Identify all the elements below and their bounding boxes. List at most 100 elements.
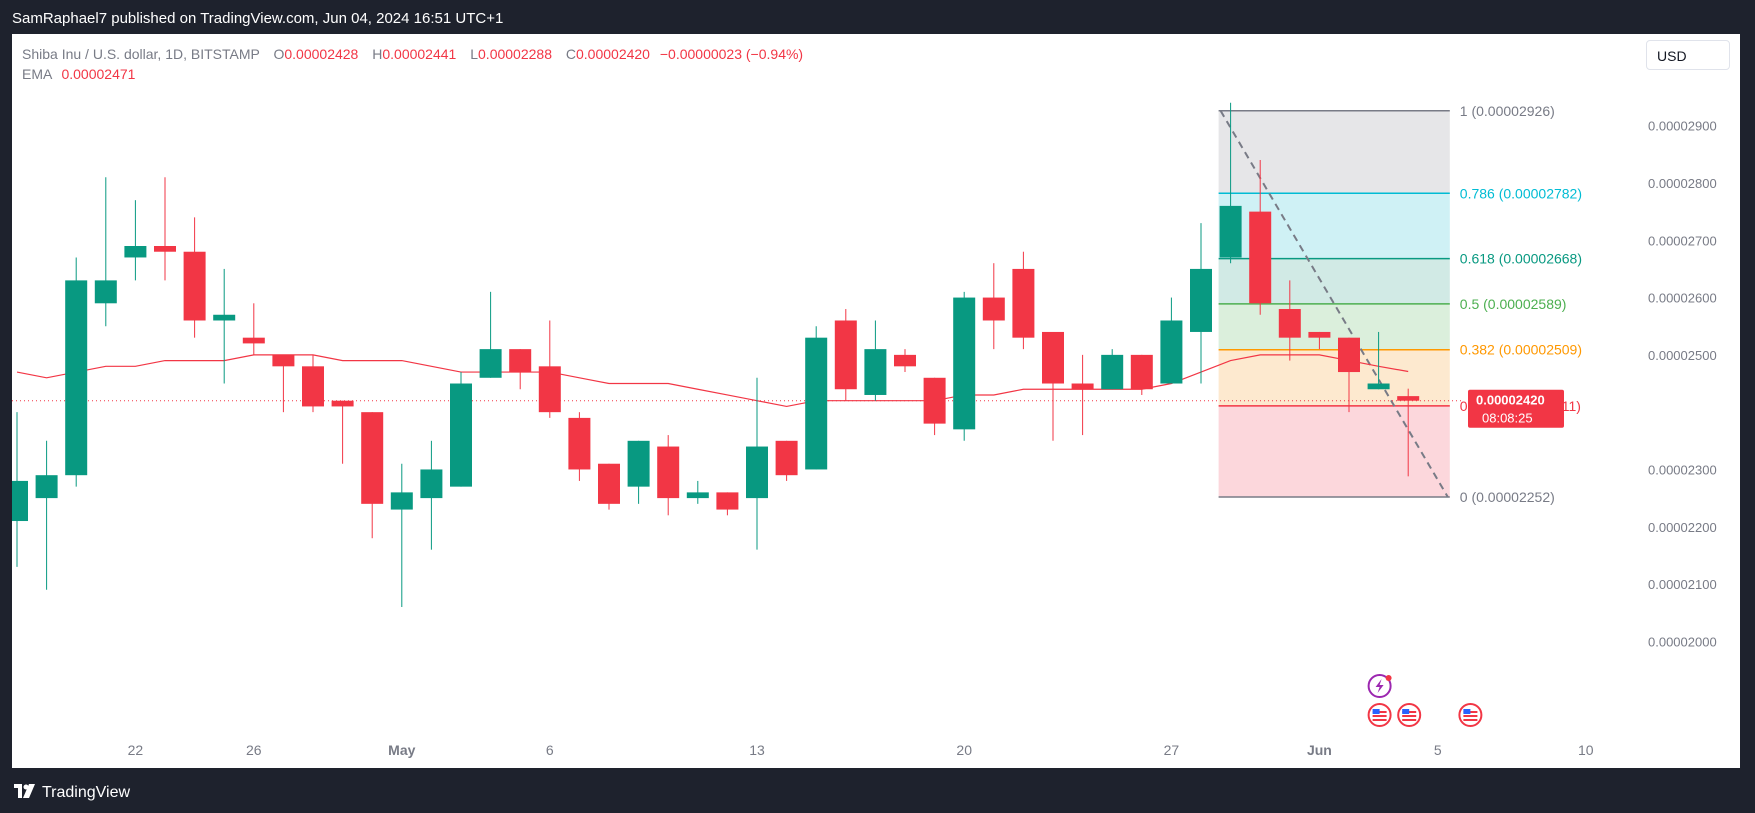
price-tick-label: 0.00002300 bbox=[1648, 462, 1717, 477]
candle-body[interactable] bbox=[479, 349, 502, 378]
candle-body[interactable] bbox=[953, 297, 976, 430]
low-label: L bbox=[470, 46, 479, 62]
price-tick-label: 0.00002800 bbox=[1648, 176, 1717, 191]
candle-body[interactable] bbox=[1130, 354, 1153, 390]
us-flag-stripe bbox=[1463, 715, 1478, 717]
candle-body[interactable] bbox=[1160, 320, 1183, 384]
time-tick-label: 26 bbox=[246, 742, 262, 758]
ohlc-row: Shiba Inu / U.S. dollar, 1D, BITSTAMP O 0… bbox=[22, 44, 803, 64]
time-tick-label: May bbox=[388, 742, 415, 758]
time-tick-label: 13 bbox=[749, 742, 765, 758]
candle-body[interactable] bbox=[272, 354, 295, 367]
event-dot bbox=[1385, 675, 1392, 681]
open-label: O bbox=[273, 46, 285, 62]
candle-body[interactable] bbox=[686, 492, 709, 499]
candle-body[interactable] bbox=[94, 280, 117, 304]
candle-body[interactable] bbox=[598, 463, 620, 504]
fib-level-label: 0 (0.00002252) bbox=[1460, 489, 1555, 505]
candle-body[interactable] bbox=[894, 354, 916, 367]
candle-body[interactable] bbox=[568, 417, 591, 470]
candle-body[interactable] bbox=[716, 492, 739, 510]
candle-body[interactable] bbox=[302, 366, 324, 407]
us-flag-canton bbox=[1402, 709, 1410, 714]
fib-level-label: 0.786 (0.00002782) bbox=[1460, 185, 1582, 201]
candle-body[interactable] bbox=[864, 349, 887, 395]
symbol-name[interactable]: Shiba Inu / U.S. dollar, 1D, BITSTAMP bbox=[22, 46, 260, 62]
price-tick-label: 0.00002600 bbox=[1648, 291, 1717, 306]
us-flag-stripe bbox=[1463, 719, 1478, 721]
candle-body[interactable] bbox=[450, 383, 472, 487]
candle-body[interactable] bbox=[213, 314, 236, 321]
candlestick-chart[interactable]: 1 (0.00002926) 0.786 (0.00002782) 0.618 (0… bbox=[12, 34, 1740, 768]
price-tick-label: 0.00002100 bbox=[1648, 577, 1717, 592]
candle-body[interactable] bbox=[657, 446, 680, 499]
candle-body[interactable] bbox=[509, 349, 532, 373]
candle-body[interactable] bbox=[361, 412, 384, 504]
candle-body[interactable] bbox=[183, 251, 206, 321]
candle-body[interactable] bbox=[1042, 331, 1064, 384]
candle-body[interactable] bbox=[1249, 211, 1272, 304]
close-value: 0.00002420 bbox=[576, 46, 650, 62]
candle-body[interactable] bbox=[12, 480, 28, 522]
candle-body[interactable] bbox=[65, 280, 88, 476]
candle-body[interactable] bbox=[627, 440, 650, 487]
candle-body[interactable] bbox=[1071, 383, 1094, 390]
candle-body[interactable] bbox=[154, 246, 176, 252]
candle-body[interactable] bbox=[834, 320, 857, 390]
candle-body[interactable] bbox=[331, 400, 354, 407]
candle-body[interactable] bbox=[1219, 205, 1242, 258]
price-tick-label: 0.00002200 bbox=[1648, 520, 1717, 535]
candle-body[interactable] bbox=[1012, 268, 1035, 338]
candle-body[interactable] bbox=[775, 440, 798, 476]
candle-body[interactable] bbox=[982, 297, 1005, 321]
candle-body[interactable] bbox=[805, 337, 828, 470]
time-tick-label: 22 bbox=[128, 742, 144, 758]
price-tick-label: 0.00002900 bbox=[1648, 119, 1717, 134]
candle-body[interactable] bbox=[923, 377, 946, 424]
publish-header: SamRaphael7 published on TradingView.com… bbox=[0, 0, 1755, 34]
us-flag-canton bbox=[1463, 709, 1471, 714]
chart-pane[interactable]: 1 (0.00002926) 0.786 (0.00002782) 0.618 (0… bbox=[12, 34, 1740, 768]
ema-value: 0.00002471 bbox=[61, 66, 136, 82]
us-flag-stripe bbox=[1372, 715, 1387, 717]
candle-body[interactable] bbox=[1308, 331, 1331, 338]
us-flag-stripe bbox=[1372, 719, 1387, 721]
candle-body[interactable] bbox=[1397, 396, 1420, 401]
bar-countdown-label: 08:08:25 bbox=[1482, 411, 1533, 426]
fib-trend-line[interactable] bbox=[1219, 110, 1449, 498]
symbol-legend: Shiba Inu / U.S. dollar, 1D, BITSTAMP O 0… bbox=[22, 44, 803, 84]
time-tick-label: 20 bbox=[956, 742, 972, 758]
tradingview-logo[interactable]: TradingView bbox=[14, 784, 130, 802]
time-tick-label: 27 bbox=[1164, 742, 1180, 758]
candle-body[interactable] bbox=[746, 446, 768, 499]
currency-button[interactable]: USD bbox=[1646, 40, 1730, 70]
time-tick-label: Jun bbox=[1307, 742, 1332, 758]
low-value: 0.00002288 bbox=[478, 46, 552, 62]
candle-body[interactable] bbox=[124, 246, 147, 258]
candle-body[interactable] bbox=[420, 469, 443, 499]
fib-zone bbox=[1218, 303, 1450, 350]
published-info: SamRaphael7 published on TradingView.com… bbox=[12, 10, 504, 27]
time-tick-label: 6 bbox=[546, 742, 554, 758]
candle-body[interactable] bbox=[1367, 383, 1390, 390]
footer: TradingView bbox=[0, 768, 1755, 813]
fib-level-label: 0.5 (0.00002589) bbox=[1460, 296, 1567, 312]
high-label: H bbox=[372, 46, 383, 62]
candle-body[interactable] bbox=[1101, 354, 1124, 390]
candle-body[interactable] bbox=[1278, 309, 1301, 338]
candle-body[interactable] bbox=[35, 475, 58, 499]
price-tick-label: 0.00002000 bbox=[1648, 634, 1717, 649]
candle-body[interactable] bbox=[390, 492, 413, 510]
candle-body[interactable] bbox=[1190, 268, 1212, 332]
fib-level-label: 0.382 (0.00002509) bbox=[1460, 342, 1582, 358]
candle-body[interactable] bbox=[1338, 337, 1360, 373]
tradingview-logo-icon bbox=[14, 784, 36, 802]
tradingview-brand: TradingView bbox=[42, 784, 131, 801]
candle-body[interactable] bbox=[242, 337, 265, 344]
price-tick-label: 0.00002700 bbox=[1648, 233, 1717, 248]
ema-line bbox=[16, 354, 1409, 408]
lightning-bolt bbox=[1375, 679, 1384, 693]
candle-body[interactable] bbox=[538, 366, 561, 413]
close-label: C bbox=[565, 46, 576, 62]
ema-label[interactable]: EMA bbox=[22, 66, 52, 82]
